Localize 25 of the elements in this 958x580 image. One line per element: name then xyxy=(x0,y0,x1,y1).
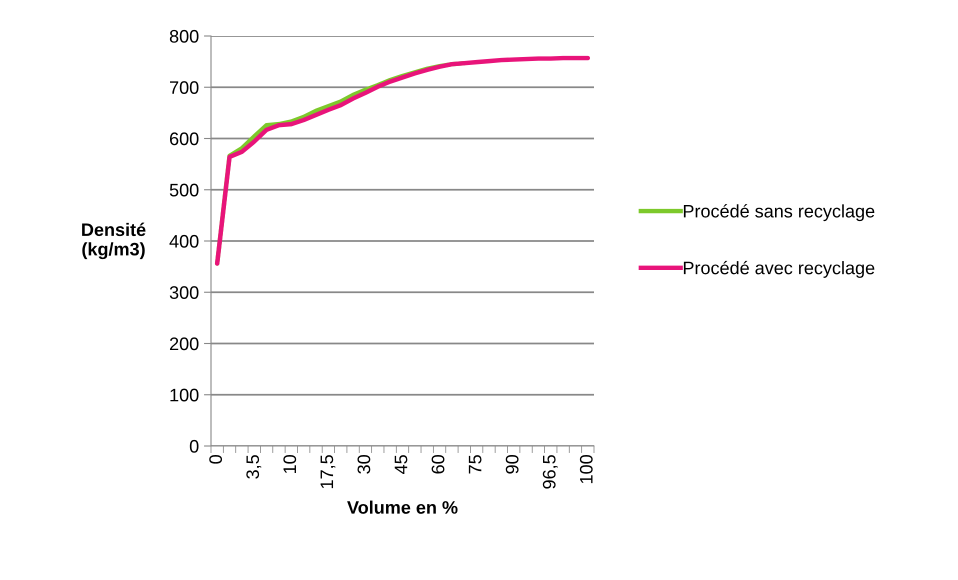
x-tick-label: 100 xyxy=(580,455,593,484)
x-tick-label: 17,5 xyxy=(320,455,336,488)
x-tick-label: 0 xyxy=(209,455,222,464)
y-tick-label: 600 xyxy=(170,132,198,146)
x-tick-label: 45 xyxy=(394,455,408,474)
y-tick-label: 300 xyxy=(170,286,198,299)
x-tick-label: 30 xyxy=(357,455,370,474)
y-tick-label: 100 xyxy=(170,388,198,402)
y-tick-label: 200 xyxy=(170,337,198,350)
y-tick-label: 400 xyxy=(169,234,198,248)
y-tick-label: 800 xyxy=(170,30,198,43)
x-tick-label: 3,5 xyxy=(246,455,262,479)
x-tick-label: 96,5 xyxy=(542,455,558,489)
legend-label: Procédé avec recyclage xyxy=(684,260,874,278)
x-tick-label: 10 xyxy=(283,455,296,474)
x-axis-title: Volume en % xyxy=(347,500,458,514)
y-tick-label: 700 xyxy=(170,81,198,94)
x-tick-label: 90 xyxy=(506,455,519,474)
y-axis-title: Densité (kg/m3) xyxy=(82,222,146,260)
y-tick-label: 500 xyxy=(170,184,198,196)
y-tick-label: 0 xyxy=(190,440,198,453)
x-tick-label: 60 xyxy=(432,455,444,474)
x-tick-label: 75 xyxy=(468,455,482,474)
legend-label: Procédé sans recyclage xyxy=(684,204,874,222)
line-series xyxy=(214,56,590,266)
